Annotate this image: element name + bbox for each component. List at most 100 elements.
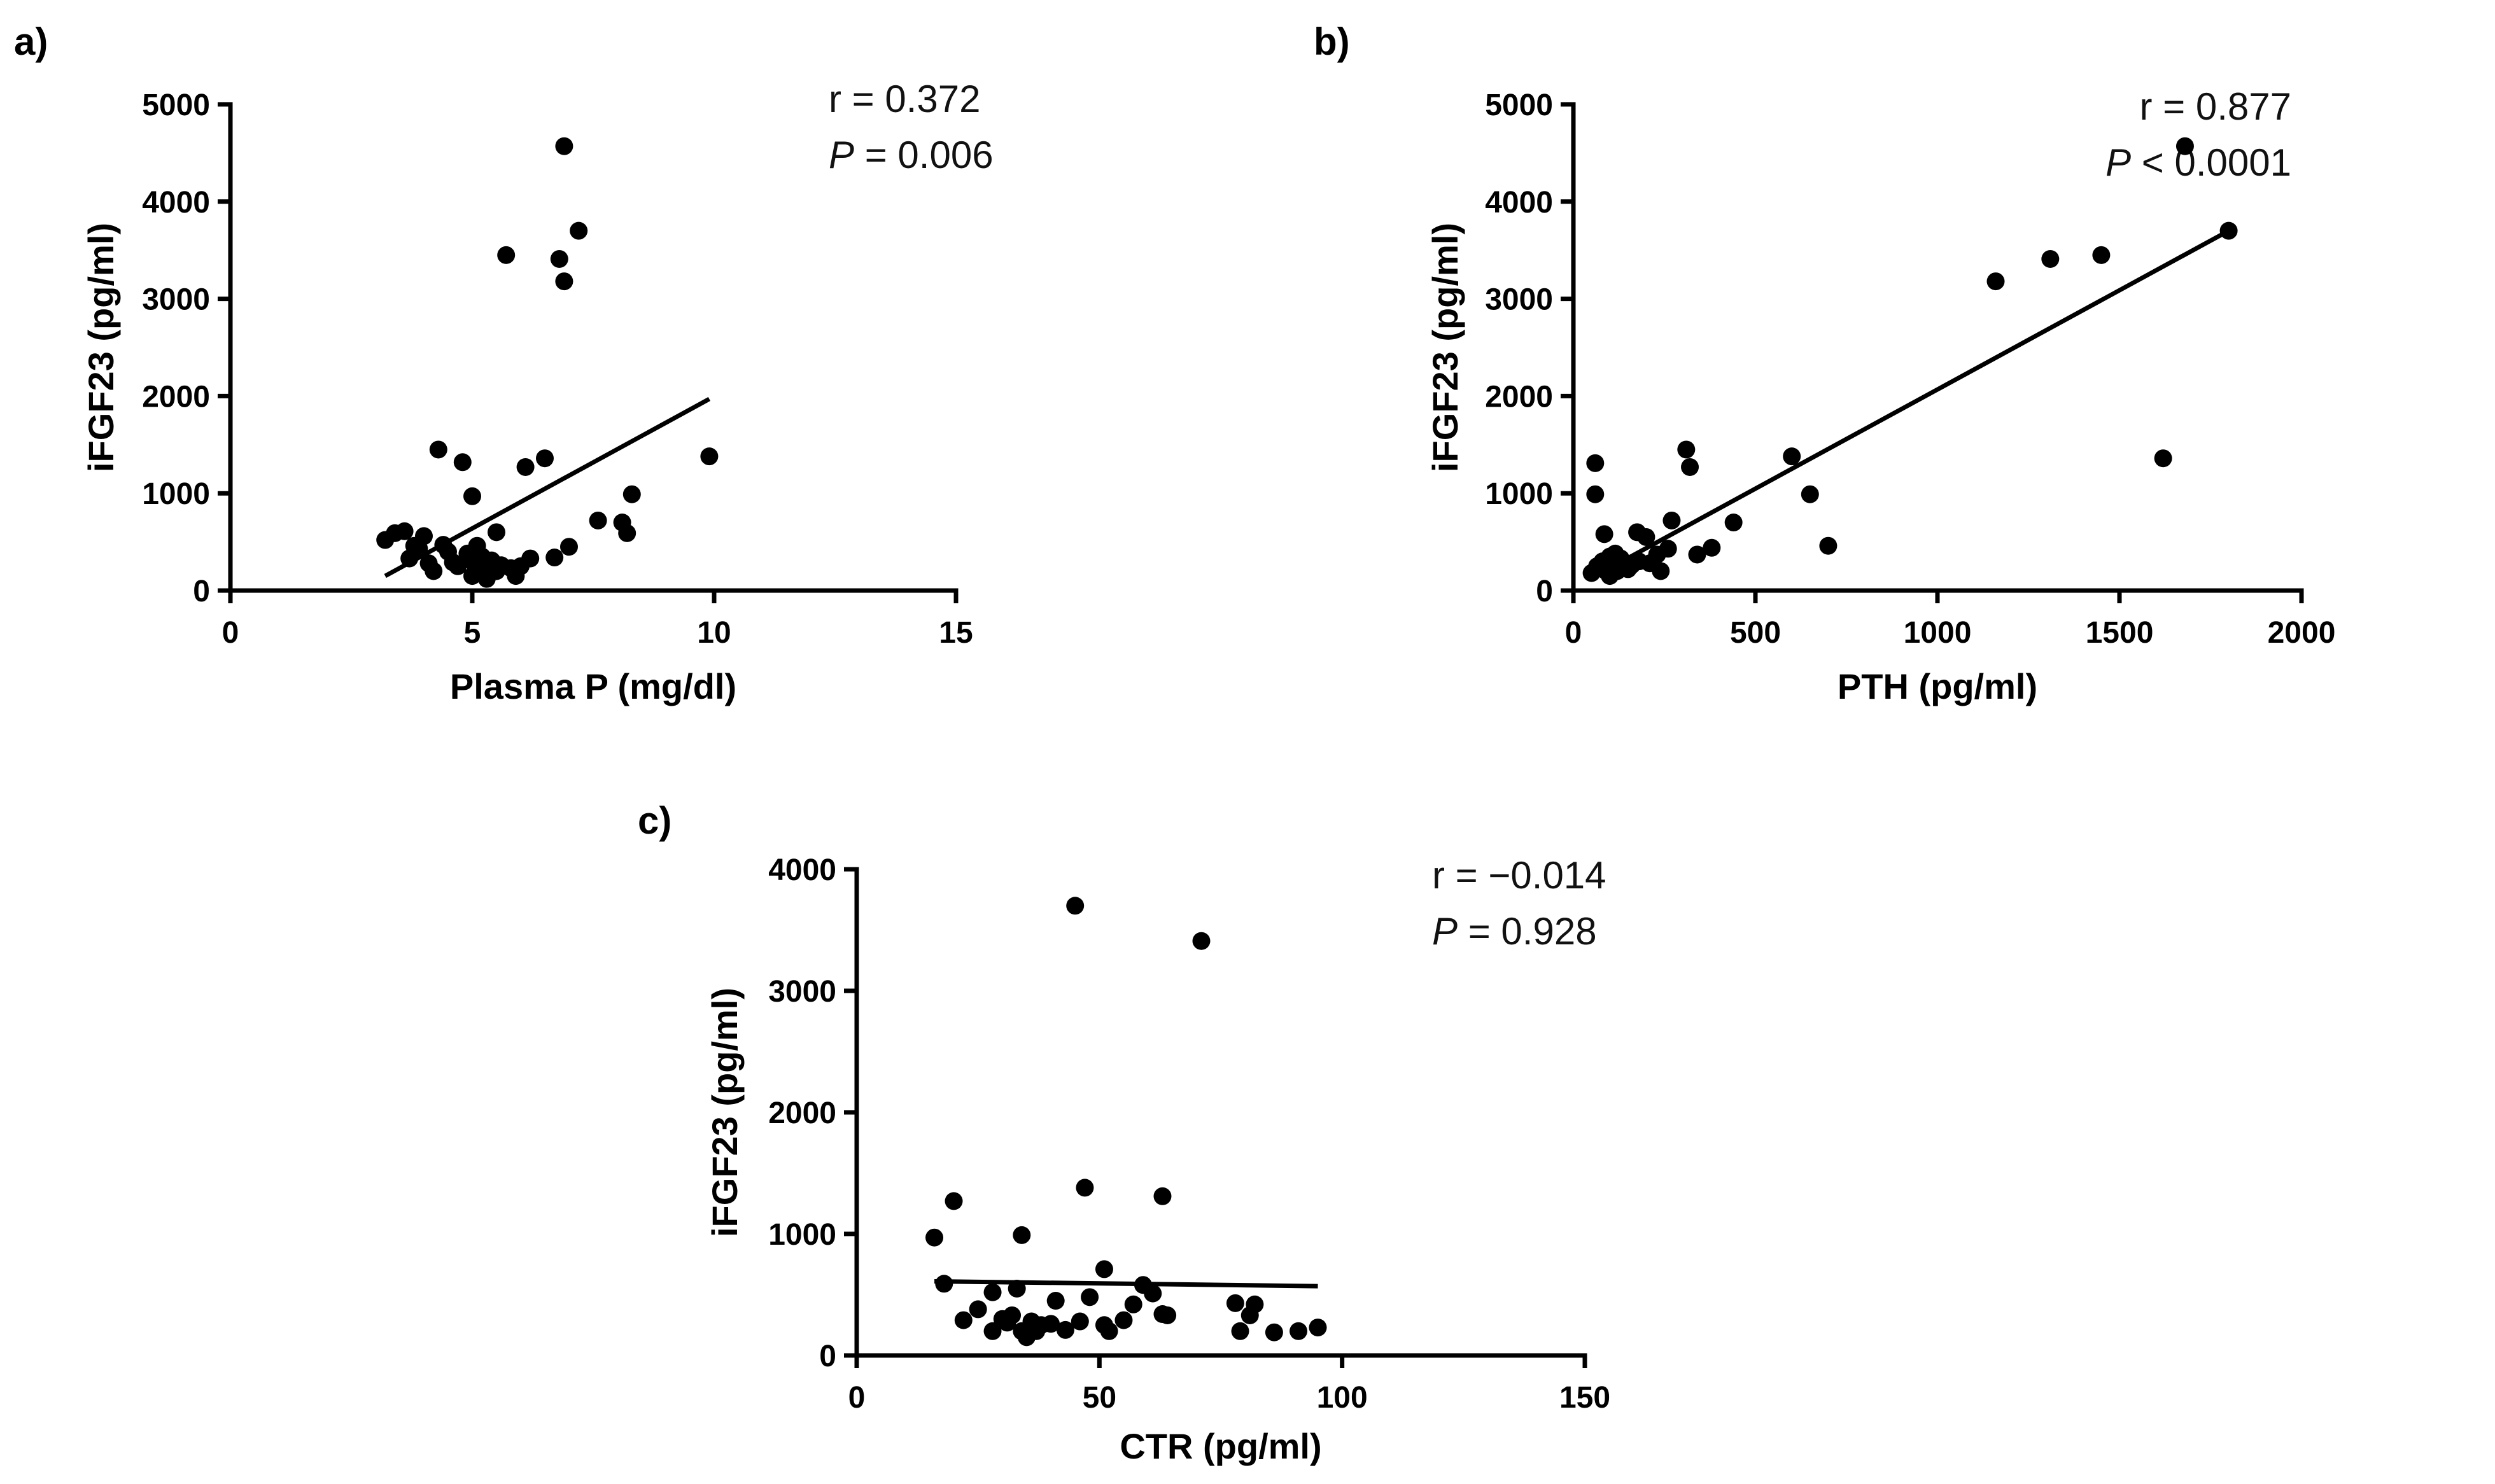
correlation-r: r = −0.014 — [1432, 854, 1606, 897]
y-tick-label: 3000 — [142, 283, 210, 317]
y-tick-label: 5000 — [1485, 88, 1553, 122]
y-tick-label: 4000 — [142, 186, 210, 220]
data-point — [945, 1192, 963, 1210]
data-point — [1309, 1319, 1327, 1337]
p-value: P = 0.006 — [829, 134, 994, 176]
p-value: P = 0.928 — [1432, 910, 1597, 953]
data-point — [555, 272, 573, 291]
data-point — [969, 1300, 987, 1319]
x-tick-label: 500 — [1730, 616, 1781, 650]
x-tick-label: 150 — [1559, 1381, 1610, 1415]
scatter-panel-1: a) 0 1000 2000 3000 4000 5000 0 5 10 15 Plasma P (m… — [14, 20, 994, 706]
x-tick-label: 1000 — [1904, 616, 1972, 650]
data-point — [1986, 272, 2005, 291]
data-point — [555, 137, 573, 155]
p-value-text: = 0.928 — [1458, 910, 1597, 953]
data-point — [1595, 525, 1613, 543]
data-point — [700, 447, 719, 466]
data-point — [1662, 511, 1681, 529]
data-point — [1013, 1226, 1031, 1244]
y-tick-label: 0 — [193, 575, 210, 608]
data-point — [425, 562, 443, 580]
y-axis-title: iFGF23 (pg/ml) — [81, 223, 121, 472]
data-point — [570, 221, 588, 240]
x-tick-label: 0 — [222, 616, 239, 650]
data-point — [550, 249, 568, 268]
data-point — [1095, 1260, 1113, 1278]
data-point — [1042, 1315, 1060, 1333]
data-point — [497, 246, 516, 264]
regression-line — [384, 396, 711, 578]
data-point — [589, 511, 607, 529]
data-point — [1819, 536, 1838, 555]
p-value: P < 0.0001 — [2105, 141, 2291, 184]
data-point — [925, 1228, 944, 1247]
p-value-text: = 0.006 — [854, 134, 994, 176]
scatter-panel-2: b) 0 1000 2000 3000 4000 5000 0 500 1000 1500 2000 P… — [1314, 20, 2335, 706]
regression-line — [934, 1278, 1318, 1289]
data-point — [1231, 1322, 1249, 1340]
x-tick-label: 1500 — [2086, 616, 2154, 650]
data-point — [1659, 540, 1677, 558]
data-point — [1008, 1279, 1026, 1298]
data-point — [622, 485, 641, 503]
data-point — [1066, 897, 1085, 915]
data-point — [1637, 528, 1655, 546]
data-point — [521, 549, 540, 568]
data-point — [1724, 514, 1743, 532]
p-value-text: < 0.0001 — [2131, 141, 2291, 184]
panel-label: b) — [1314, 20, 1350, 63]
data-point — [545, 549, 564, 567]
y-tick-label: 0 — [1536, 575, 1553, 608]
data-point — [1265, 1323, 1283, 1341]
correlation-r: r = 0.372 — [829, 78, 981, 120]
data-point — [536, 449, 554, 468]
x-axis-title: CTR (pg/ml) — [1120, 1426, 1321, 1466]
x-axis-title: Plasma P (mg/dl) — [450, 666, 736, 706]
y-tick-label: 2000 — [142, 380, 210, 414]
data-point — [1586, 454, 1605, 472]
x-tick-label: 2000 — [2268, 616, 2336, 650]
data-point — [1100, 1322, 1118, 1340]
regression-line — [1594, 228, 2230, 578]
y-tick-label: 3000 — [768, 975, 836, 1009]
data-point — [1076, 1179, 1094, 1197]
data-point — [2041, 249, 2060, 268]
y-tick-label: 1000 — [768, 1218, 836, 1252]
data-point — [560, 538, 578, 556]
data-point — [1046, 1292, 1065, 1310]
data-point — [954, 1311, 973, 1329]
x-tick-label: 0 — [848, 1381, 866, 1415]
data-point — [983, 1322, 1002, 1340]
data-point — [983, 1283, 1002, 1301]
data-point — [1677, 440, 1696, 459]
data-point — [1688, 545, 1706, 564]
x-tick-label: 5 — [464, 616, 481, 650]
y-tick-label: 1000 — [1485, 477, 1553, 511]
p-symbol: P — [1432, 910, 1458, 953]
data-point — [488, 523, 505, 542]
data-point — [618, 524, 636, 542]
data-point — [1586, 485, 1605, 503]
y-axis-title: iFGF23 (pg/ml) — [705, 988, 745, 1237]
data-point — [449, 557, 467, 575]
x-tick-label: 0 — [1565, 616, 1582, 650]
data-point — [1158, 1306, 1177, 1324]
data-point — [463, 487, 481, 505]
y-axis-title: iFGF23 (pg/ml) — [1425, 223, 1465, 472]
correlation-r: r = 0.877 — [2139, 85, 2291, 128]
data-point — [1003, 1306, 1022, 1324]
data-point — [2219, 221, 2238, 240]
y-tick-label: 4000 — [1485, 186, 1553, 220]
data-point — [1071, 1312, 1089, 1331]
data-point — [1246, 1295, 1264, 1313]
x-axis-title: PTH (pg/ml) — [1838, 666, 2037, 706]
data-point — [1153, 1187, 1172, 1205]
data-point — [1192, 932, 1211, 950]
p-symbol: P — [829, 134, 854, 176]
x-tick-label: 50 — [1083, 1381, 1116, 1415]
data-point — [2175, 137, 2194, 155]
data-point — [1124, 1295, 1142, 1313]
data-point — [1226, 1294, 1244, 1312]
